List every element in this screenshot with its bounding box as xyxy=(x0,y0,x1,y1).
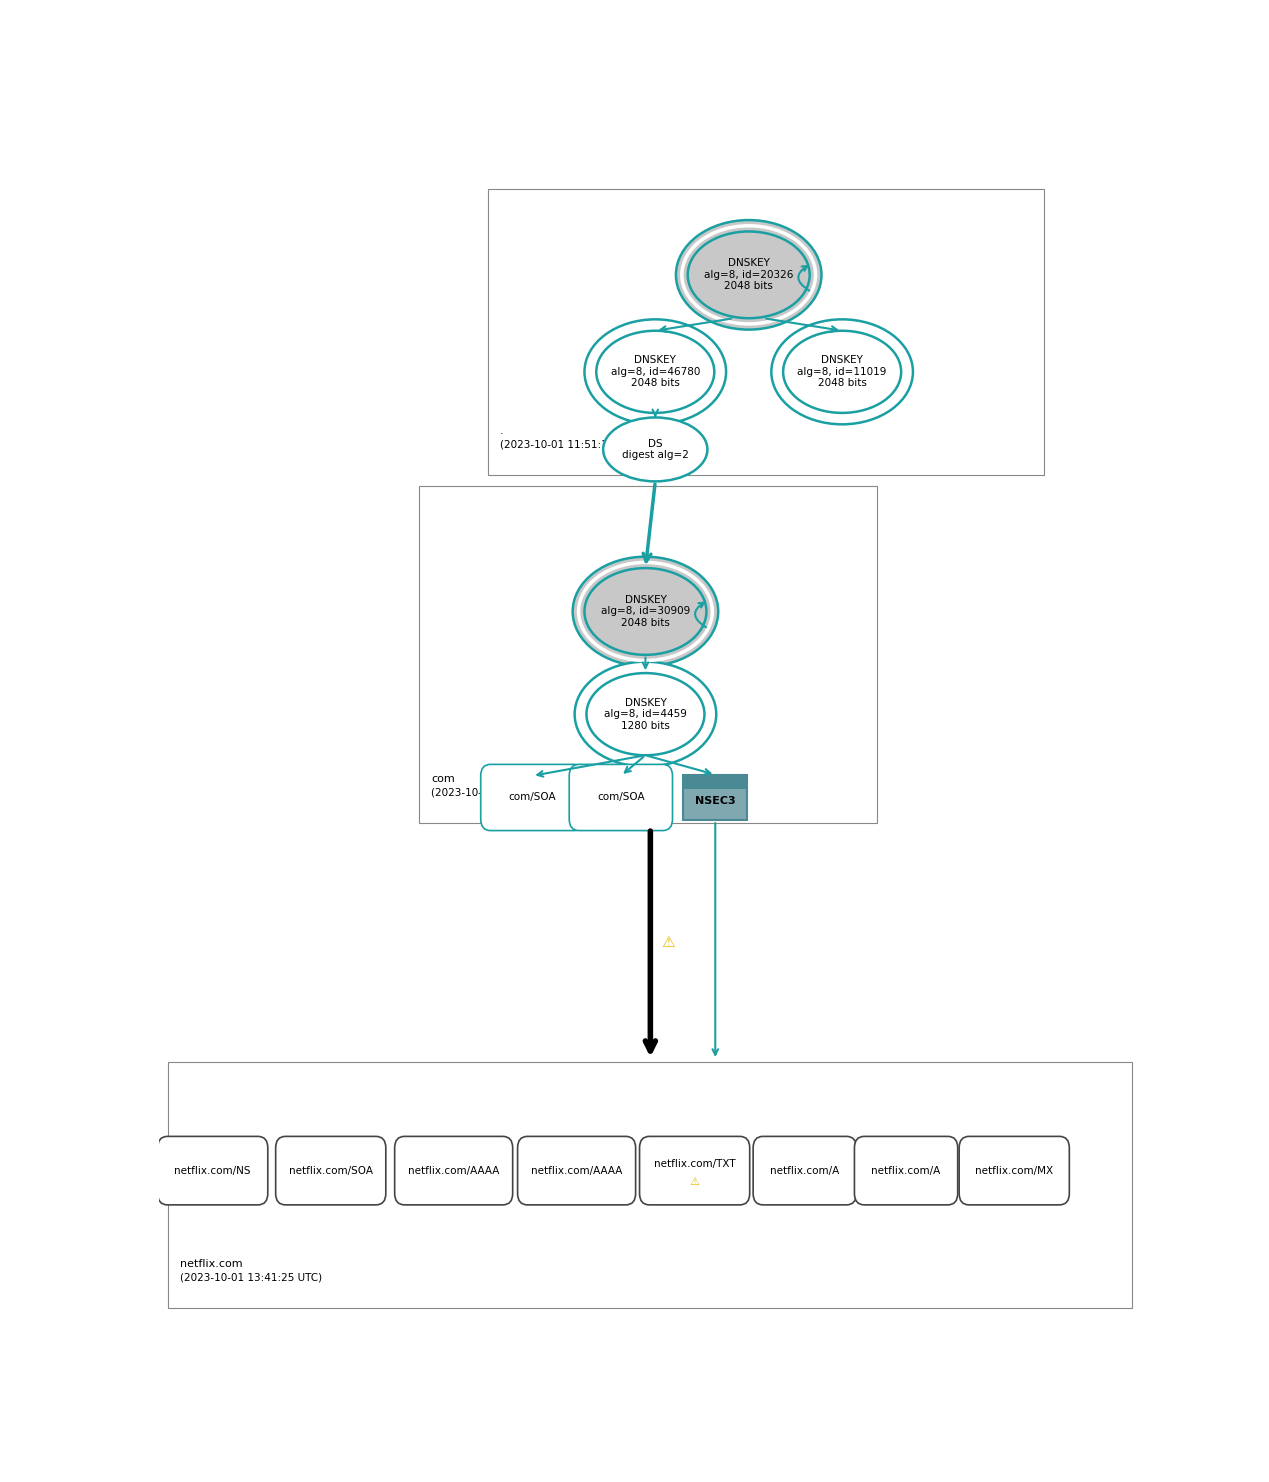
Text: NSEC3: NSEC3 xyxy=(695,796,736,806)
Text: (2023-10-01 11:51:32 UTC): (2023-10-01 11:51:32 UTC) xyxy=(431,787,574,797)
Text: (2023-10-01 13:41:25 UTC): (2023-10-01 13:41:25 UTC) xyxy=(180,1273,322,1282)
Ellipse shape xyxy=(575,661,716,766)
FancyBboxPatch shape xyxy=(683,775,747,790)
Text: netflix.com/AAAA: netflix.com/AAAA xyxy=(407,1166,500,1175)
Ellipse shape xyxy=(681,225,816,325)
Ellipse shape xyxy=(676,219,821,329)
Ellipse shape xyxy=(772,319,912,424)
Text: netflix.com/AAAA: netflix.com/AAAA xyxy=(530,1166,622,1175)
Text: ⚠: ⚠ xyxy=(689,1177,699,1187)
Text: ⚠: ⚠ xyxy=(661,935,675,950)
Text: DS
digest alg=2: DS digest alg=2 xyxy=(622,439,689,461)
Text: (2023-10-01 11:51:19 UTC): (2023-10-01 11:51:19 UTC) xyxy=(500,440,642,449)
FancyBboxPatch shape xyxy=(683,775,747,821)
FancyBboxPatch shape xyxy=(169,1063,1132,1307)
FancyBboxPatch shape xyxy=(419,486,877,823)
Text: DNSKEY
alg=8, id=30909
2048 bits: DNSKEY alg=8, id=30909 2048 bits xyxy=(600,594,690,628)
Text: com: com xyxy=(431,774,454,784)
FancyBboxPatch shape xyxy=(275,1137,386,1205)
Text: DNSKEY
alg=8, id=20326
2048 bits: DNSKEY alg=8, id=20326 2048 bits xyxy=(704,258,793,292)
Ellipse shape xyxy=(783,330,901,413)
FancyBboxPatch shape xyxy=(753,1137,857,1205)
Text: netflix.com/SOA: netflix.com/SOA xyxy=(289,1166,373,1175)
Ellipse shape xyxy=(688,231,810,319)
Ellipse shape xyxy=(585,568,707,655)
Ellipse shape xyxy=(572,557,718,667)
Text: netflix.com/NS: netflix.com/NS xyxy=(174,1166,251,1175)
Text: netflix.com/MX: netflix.com/MX xyxy=(975,1166,1053,1175)
Ellipse shape xyxy=(586,673,704,756)
Text: netflix.com/TXT: netflix.com/TXT xyxy=(654,1159,736,1169)
Text: netflix.com/A: netflix.com/A xyxy=(770,1166,839,1175)
Text: com/SOA: com/SOA xyxy=(509,793,556,802)
FancyBboxPatch shape xyxy=(481,765,584,830)
FancyBboxPatch shape xyxy=(157,1137,268,1205)
Text: com/SOA: com/SOA xyxy=(596,793,645,802)
Text: DNSKEY
alg=8, id=11019
2048 bits: DNSKEY alg=8, id=11019 2048 bits xyxy=(797,356,887,388)
Ellipse shape xyxy=(596,330,714,413)
FancyBboxPatch shape xyxy=(570,765,673,830)
FancyBboxPatch shape xyxy=(518,1137,636,1205)
Ellipse shape xyxy=(590,325,721,418)
Text: DNSKEY
alg=8, id=4459
1280 bits: DNSKEY alg=8, id=4459 1280 bits xyxy=(604,698,687,731)
FancyBboxPatch shape xyxy=(959,1137,1070,1205)
FancyBboxPatch shape xyxy=(489,190,1044,474)
Ellipse shape xyxy=(579,562,712,661)
FancyBboxPatch shape xyxy=(640,1137,750,1205)
Ellipse shape xyxy=(603,418,707,482)
Ellipse shape xyxy=(585,319,726,424)
Ellipse shape xyxy=(777,325,907,418)
Text: netflix.com/A: netflix.com/A xyxy=(872,1166,940,1175)
Text: netflix.com: netflix.com xyxy=(180,1258,242,1269)
Text: .: . xyxy=(500,425,504,436)
FancyBboxPatch shape xyxy=(854,1137,958,1205)
Ellipse shape xyxy=(580,667,711,760)
FancyBboxPatch shape xyxy=(395,1137,513,1205)
Text: DNSKEY
alg=8, id=46780
2048 bits: DNSKEY alg=8, id=46780 2048 bits xyxy=(610,356,700,388)
